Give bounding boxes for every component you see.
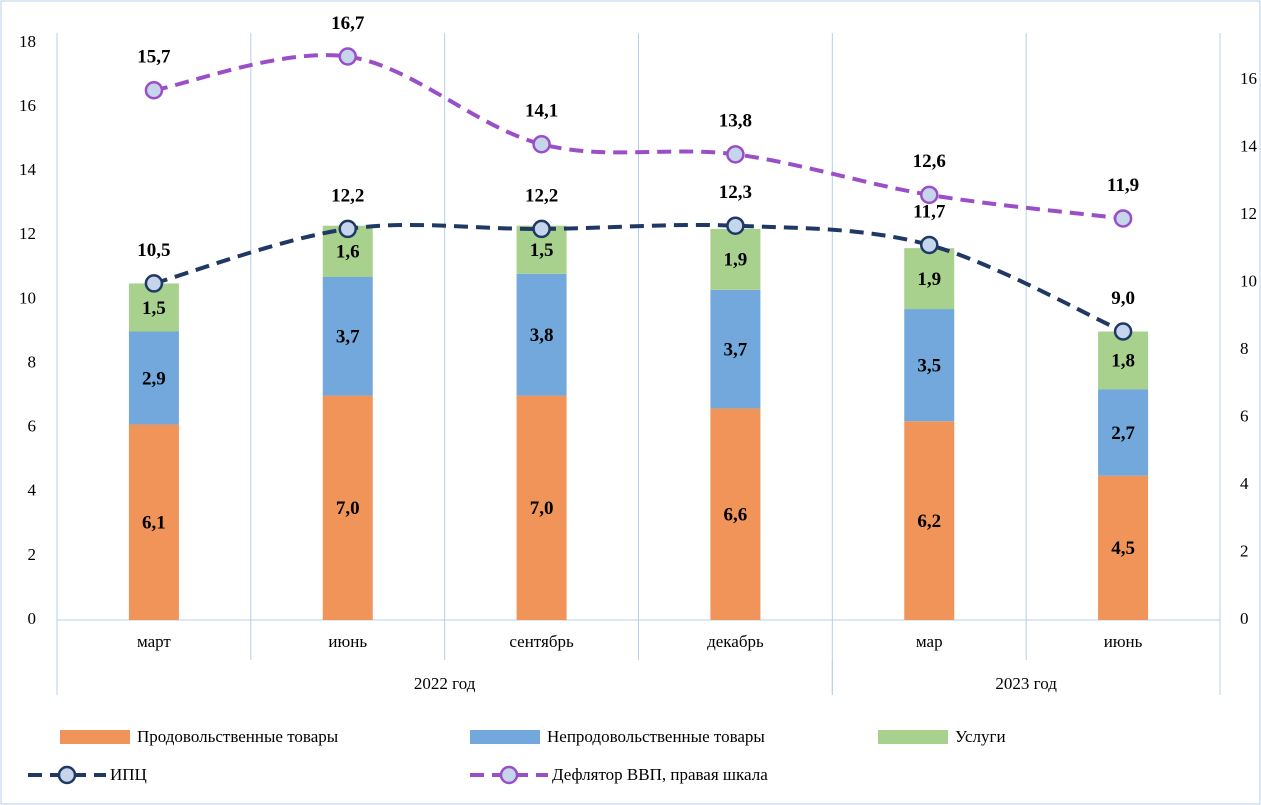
legend-swatch: [470, 730, 540, 744]
legend-swatch: [878, 730, 948, 744]
bar-label: 7,0: [336, 498, 360, 519]
bar-segment: [322, 395, 373, 620]
line-marker: [726, 145, 745, 164]
bar-label: 6,2: [917, 511, 941, 532]
bar-label: 7,0: [530, 498, 554, 519]
bar-label: 1,5: [530, 240, 554, 261]
y2-tick-label: 8: [1240, 339, 1249, 358]
bar-segment: [1098, 331, 1149, 390]
bar-segment: [904, 309, 955, 422]
x-tick-label: июнь: [1104, 632, 1143, 651]
legend-marker: [499, 765, 519, 785]
legend-label: Услуги: [955, 727, 1006, 746]
legend-label: Непродовольственные товары: [547, 727, 765, 746]
y2-tick-label: 4: [1240, 474, 1249, 493]
line-marker: [1113, 209, 1133, 228]
bar-label: 1,9: [917, 269, 941, 290]
y2-tick-label: 16: [1240, 69, 1257, 88]
bar-label: 3,7: [724, 339, 748, 360]
bar-segment: [904, 421, 955, 620]
y-tick-label: 4: [28, 481, 37, 500]
line-label: 14,1: [525, 101, 558, 122]
bar-label: 1,6: [336, 242, 360, 263]
line-label: 15,7: [137, 47, 171, 68]
legend-swatch: [60, 730, 130, 744]
x-tick-label: декабрь: [707, 632, 764, 651]
y2-tick-label: 0: [1240, 609, 1249, 628]
y2-tick-label: 12: [1240, 204, 1257, 223]
legend-label: Продовольственные товары: [137, 727, 339, 746]
line: [153, 222, 1124, 334]
bar-segment: [710, 289, 761, 409]
line-label: 12,2: [331, 185, 364, 206]
bar-label: 3,8: [530, 325, 554, 346]
line-marker: [338, 219, 357, 239]
y-tick-label: 18: [19, 32, 36, 51]
line-label: 12,3: [719, 182, 752, 203]
line-label: 12,2: [525, 185, 558, 206]
x-tick-label: июнь: [328, 632, 367, 651]
bar-label: 3,7: [336, 327, 360, 348]
bar-label: 2,7: [1111, 423, 1135, 444]
line-marker: [338, 47, 357, 66]
y-tick-label: 12: [19, 224, 36, 243]
line-marker: [920, 185, 939, 205]
bar-segment: [1098, 475, 1149, 620]
bar-segment: [128, 331, 179, 425]
bar-label: 6,6: [724, 505, 748, 526]
legend-label: Дефлятор ВВП, правая шкала: [552, 765, 768, 784]
bar-label: 6,1: [142, 513, 166, 534]
line-label: 10,5: [137, 240, 170, 261]
group-label: 2022 год: [414, 674, 476, 693]
y-tick-label: 0: [28, 609, 37, 628]
x-tick-label: мар: [916, 632, 943, 651]
y-tick-label: 10: [19, 288, 36, 307]
y-tick-label: 2: [28, 545, 37, 564]
line: [153, 53, 1124, 221]
y-tick-label: 6: [28, 417, 37, 436]
line-marker: [144, 80, 164, 100]
line-label: 13,8: [719, 111, 752, 132]
x-tick-label: сентябрь: [509, 632, 574, 651]
bar-label: 1,8: [1111, 351, 1135, 372]
bar-segment: [710, 228, 761, 290]
line-label: 12,6: [913, 151, 946, 172]
bar-segment: [128, 424, 179, 620]
line-label: 9,0: [1111, 288, 1135, 309]
line-label: 11,7: [913, 201, 946, 222]
line-label: 11,9: [1107, 175, 1139, 196]
bar-segment: [322, 277, 373, 396]
line-marker: [144, 274, 164, 293]
line-marker: [920, 235, 939, 255]
group-label: 2023 год: [995, 674, 1057, 693]
line-label: 16,7: [331, 13, 365, 34]
bar-label: 3,5: [917, 356, 941, 377]
line-marker: [726, 216, 745, 235]
bar-segment: [516, 395, 567, 620]
y-tick-label: 14: [19, 160, 37, 179]
y2-tick-label: 14: [1240, 137, 1258, 156]
line-marker: [532, 134, 551, 154]
bar-segment: [710, 408, 761, 620]
bar-label: 2,9: [142, 368, 166, 389]
line-marker: [532, 219, 551, 239]
y2-tick-label: 2: [1240, 541, 1249, 560]
legend-label: ИПЦ: [110, 765, 147, 784]
bar-segment: [516, 273, 567, 396]
bar-label: 1,9: [724, 250, 748, 271]
y-tick-label: 8: [28, 352, 37, 371]
x-tick-label: март: [137, 632, 171, 651]
line-marker: [1113, 322, 1133, 341]
legend-marker: [57, 765, 77, 785]
y2-tick-label: 6: [1240, 406, 1249, 425]
y2-tick-label: 10: [1240, 271, 1257, 290]
y-tick-label: 16: [19, 96, 36, 115]
bar-segment: [1098, 389, 1149, 476]
bar-label: 1,5: [142, 298, 166, 319]
bar-label: 4,5: [1111, 538, 1135, 559]
bar-segment: [904, 248, 955, 310]
